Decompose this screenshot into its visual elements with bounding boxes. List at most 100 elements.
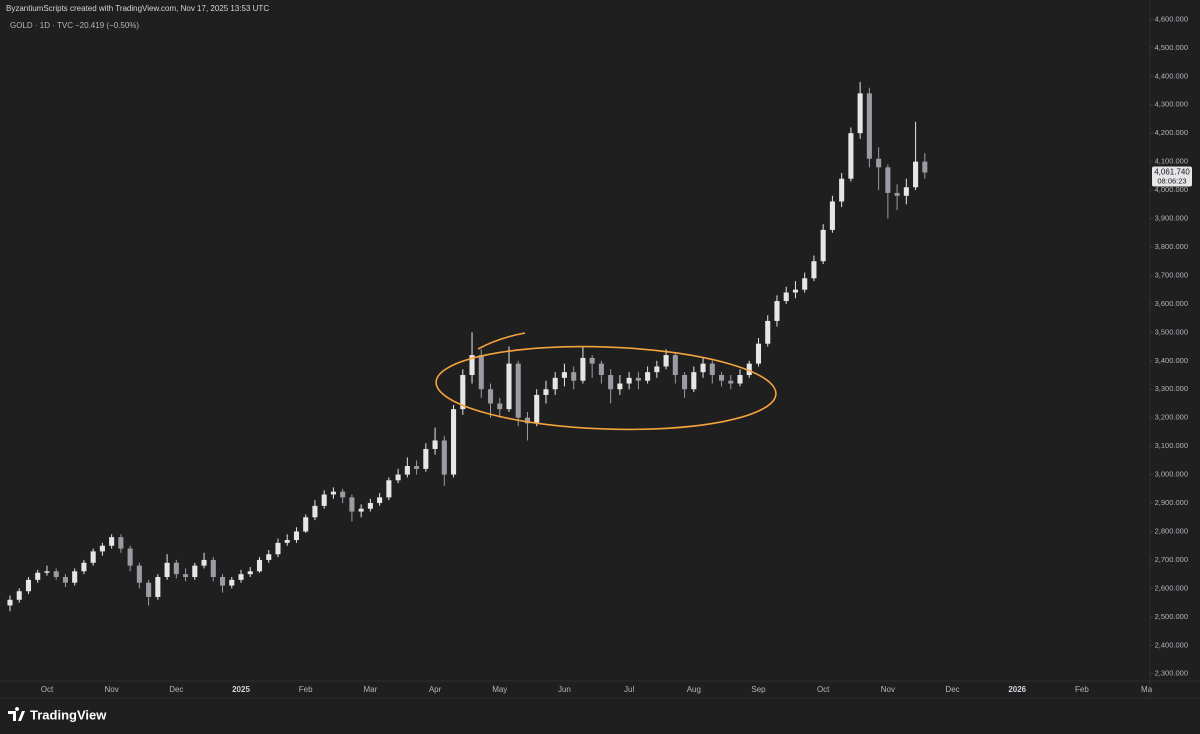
candle-body [7, 599, 13, 606]
x-tick-label: 2026 [1008, 685, 1026, 694]
candle-body [589, 357, 595, 364]
symbol: GOLD · 1D · TVC [10, 21, 73, 30]
candle-body [663, 355, 669, 367]
candle-body [866, 93, 872, 159]
price-axis: 2,300.000 2,400.000 2,500.000 2,600.000 2,70… [1150, 14, 1192, 678]
x-tick-label: Nov [105, 685, 119, 694]
candle-body [478, 355, 484, 390]
y-tick-label: 4,400.000 [1155, 71, 1188, 80]
candle-body [293, 531, 300, 541]
candle-body [691, 372, 697, 390]
y-tick-label: 4,100.000 [1155, 157, 1188, 166]
candle-body [395, 474, 401, 481]
candle-body [802, 278, 808, 290]
candle-body [460, 375, 466, 410]
candle-body [340, 491, 346, 498]
candle-body [894, 192, 900, 196]
candle-body [728, 380, 734, 384]
candle-body [543, 389, 549, 395]
y-tick-label: 2,600.000 [1155, 583, 1188, 592]
candle-body [451, 409, 457, 475]
price-label-box [1152, 166, 1192, 187]
y-tick-label: 2,800.000 [1155, 526, 1188, 535]
candle-body [367, 503, 373, 509]
annotation-ellipse [435, 345, 777, 431]
candle-body [876, 158, 882, 168]
candle-body [617, 383, 623, 390]
candle-body [136, 565, 142, 583]
candle-body [404, 466, 410, 475]
candle-body [238, 574, 244, 580]
countdown: 08:06:23 [1157, 176, 1186, 185]
candle-body [423, 448, 429, 469]
y-tick-label: 2,300.000 [1155, 669, 1188, 678]
y-tick-label: 4,600.000 [1155, 14, 1188, 23]
y-tick-label: 4,300.000 [1155, 100, 1188, 109]
candle-body [811, 261, 817, 279]
x-tick-label: Feb [299, 685, 313, 694]
y-tick-label: 4,500.000 [1155, 43, 1188, 52]
logo-icon [8, 706, 25, 721]
candle-body [173, 562, 179, 575]
candle-body [349, 497, 355, 512]
candle-body [598, 363, 604, 376]
candle-body [127, 548, 133, 566]
candle-body [201, 559, 207, 566]
x-tick-label: Nov [881, 685, 895, 694]
candle-body [219, 577, 226, 586]
candle-body [506, 363, 512, 410]
candle-body [645, 372, 651, 381]
candle-body [580, 357, 586, 381]
candle-body [700, 363, 706, 373]
candle-body [25, 579, 32, 592]
time-axis: Oct Nov Dec 2025 Feb Mar Apr May Jun Jul Aug Sep Oct… [41, 685, 1153, 694]
y-tick-label: 3,600.000 [1155, 299, 1188, 308]
candle-body [303, 517, 309, 532]
candle-body [192, 565, 198, 578]
candle-body [62, 577, 68, 583]
y-tick-label: 3,800.000 [1155, 242, 1188, 251]
y-tick-label: 3,400.000 [1155, 356, 1188, 365]
x-tick-label: Mar [363, 685, 377, 694]
candle-body [275, 542, 281, 555]
y-tick-label: 3,900.000 [1155, 214, 1188, 223]
candle-body [377, 497, 383, 504]
x-tick-label: Dec [169, 685, 183, 694]
candle-body [312, 505, 318, 518]
x-tick-label: Dec [945, 685, 959, 694]
candle-body [432, 440, 438, 449]
candle-body [737, 375, 743, 384]
y-tick-label: 3,500.000 [1155, 327, 1188, 336]
candle-body [210, 559, 216, 578]
candle-body [414, 466, 420, 469]
candle-body [229, 579, 235, 586]
y-tick-label: 3,000.000 [1155, 470, 1188, 479]
x-tick-label: Aug [687, 685, 701, 694]
candle-body [247, 571, 253, 575]
candle-body [792, 289, 798, 293]
y-tick-label: 2,400.000 [1155, 640, 1188, 649]
y-tick-label: 3,700.000 [1155, 270, 1188, 279]
x-tick-label: Jul [624, 685, 634, 694]
y-tick-label: 4,000.000 [1155, 185, 1188, 194]
candle-body [72, 571, 78, 583]
candle-body [654, 366, 660, 373]
candle-body [256, 559, 263, 572]
candle-body [284, 540, 290, 543]
candle-body [321, 494, 327, 506]
candle-body [626, 377, 632, 384]
candle-body [515, 363, 521, 418]
candle-body [783, 292, 789, 302]
x-tick-label: Jun [558, 685, 571, 694]
candle-body [44, 571, 50, 573]
chart-title: ByzantiumScripts created with TradingVie… [6, 4, 269, 13]
y-tick-label: 2,900.000 [1155, 498, 1188, 507]
candle-body [469, 355, 475, 376]
candle-body [755, 343, 762, 364]
candle-body [718, 375, 725, 381]
candle-body [330, 491, 336, 495]
candle-body [765, 320, 771, 344]
x-tick-label: Sep [751, 685, 766, 694]
candle-body [903, 187, 909, 196]
